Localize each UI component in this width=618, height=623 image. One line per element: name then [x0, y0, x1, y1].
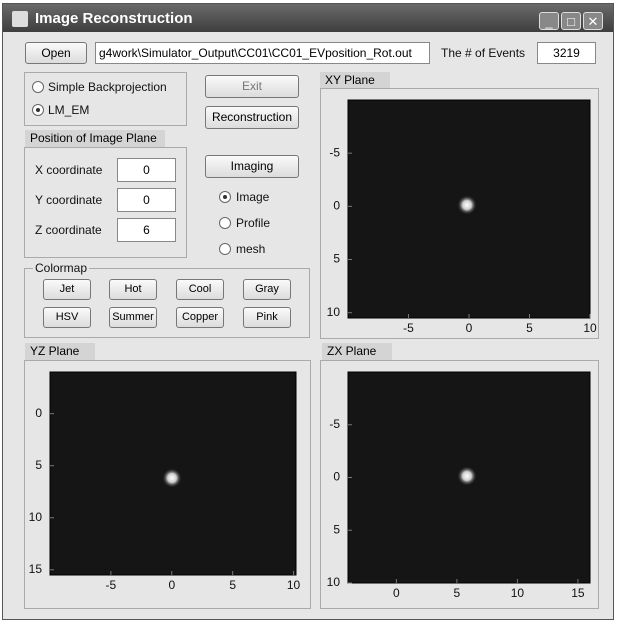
y-tick-label: 10 [29, 510, 43, 524]
y-tick-label: 15 [29, 562, 43, 576]
x-tick-label: 5 [454, 586, 461, 600]
y-tick-label: 10 [327, 305, 341, 319]
x-tick-label: 10 [511, 586, 525, 600]
reconstructed-image [457, 466, 477, 486]
y-tick-label: 5 [333, 252, 340, 266]
x-tick-label: 15 [571, 586, 585, 600]
y-tick-label: -5 [329, 145, 340, 159]
y-tick-label: 0 [333, 199, 340, 213]
y-tick-label: 5 [35, 458, 42, 472]
window: Image Reconstruction _ □ ✕ Open g4work\S… [0, 0, 618, 623]
y-tick-label: 10 [327, 575, 341, 589]
x-tick-label: 0 [466, 321, 473, 335]
plot-layer: -5 0 5 10 -5 0 5 10 -5 0 5 10 0 5 10 15 0 5 10 15 -5 0 5 10 [0, 0, 618, 623]
x-tick-label: -5 [106, 578, 117, 592]
y-tick-label: 0 [35, 406, 42, 420]
x-tick-label: 5 [229, 578, 236, 592]
reconstructed-image [457, 195, 477, 215]
x-tick-label: 10 [583, 321, 597, 335]
x-tick-label: 10 [287, 578, 301, 592]
y-tick-label: 0 [333, 470, 340, 484]
x-tick-label: 0 [393, 586, 400, 600]
y-tick-label: 5 [333, 522, 340, 536]
y-tick-label: -5 [329, 417, 340, 431]
x-tick-label: -5 [403, 321, 414, 335]
x-tick-label: 0 [168, 578, 175, 592]
x-tick-label: 5 [526, 321, 533, 335]
reconstructed-image [162, 468, 182, 488]
